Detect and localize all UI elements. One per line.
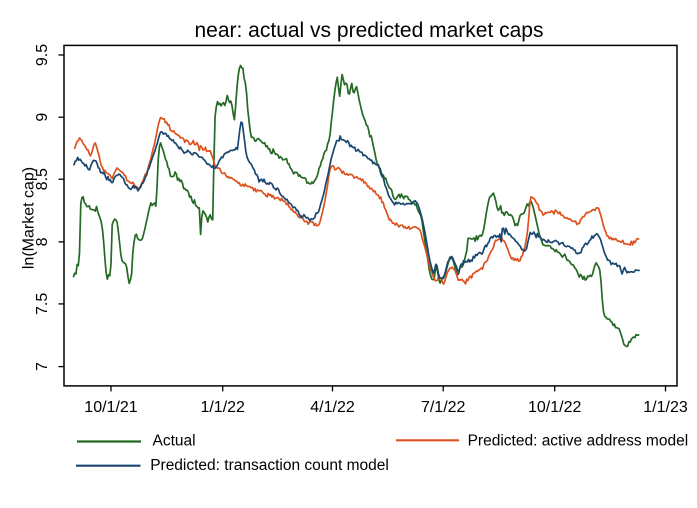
svg-text:1/1/22: 1/1/22: [200, 399, 245, 416]
svg-text:10/1/21: 10/1/21: [84, 399, 137, 416]
svg-text:9: 9: [34, 113, 51, 122]
svg-text:7/1/22: 7/1/22: [421, 399, 466, 416]
svg-text:8: 8: [34, 237, 51, 246]
svg-text:10/1/22: 10/1/22: [528, 399, 581, 416]
svg-text:Predicted: transaction count m: Predicted: transaction count model: [150, 457, 389, 474]
svg-text:1/1/23: 1/1/23: [643, 399, 688, 416]
svg-text:8.5: 8.5: [34, 168, 51, 190]
svg-text:near: actual vs predicted mark: near: actual vs predicted market caps: [194, 19, 543, 42]
svg-text:4/1/22: 4/1/22: [310, 399, 355, 416]
svg-text:7.5: 7.5: [34, 293, 51, 315]
svg-text:ln(Market cap): ln(Market cap): [21, 167, 38, 269]
svg-text:Actual: Actual: [153, 433, 196, 450]
svg-text:9.5: 9.5: [34, 44, 51, 66]
svg-text:Predicted: active address mode: Predicted: active address model: [468, 433, 689, 450]
svg-text:7: 7: [34, 362, 51, 371]
